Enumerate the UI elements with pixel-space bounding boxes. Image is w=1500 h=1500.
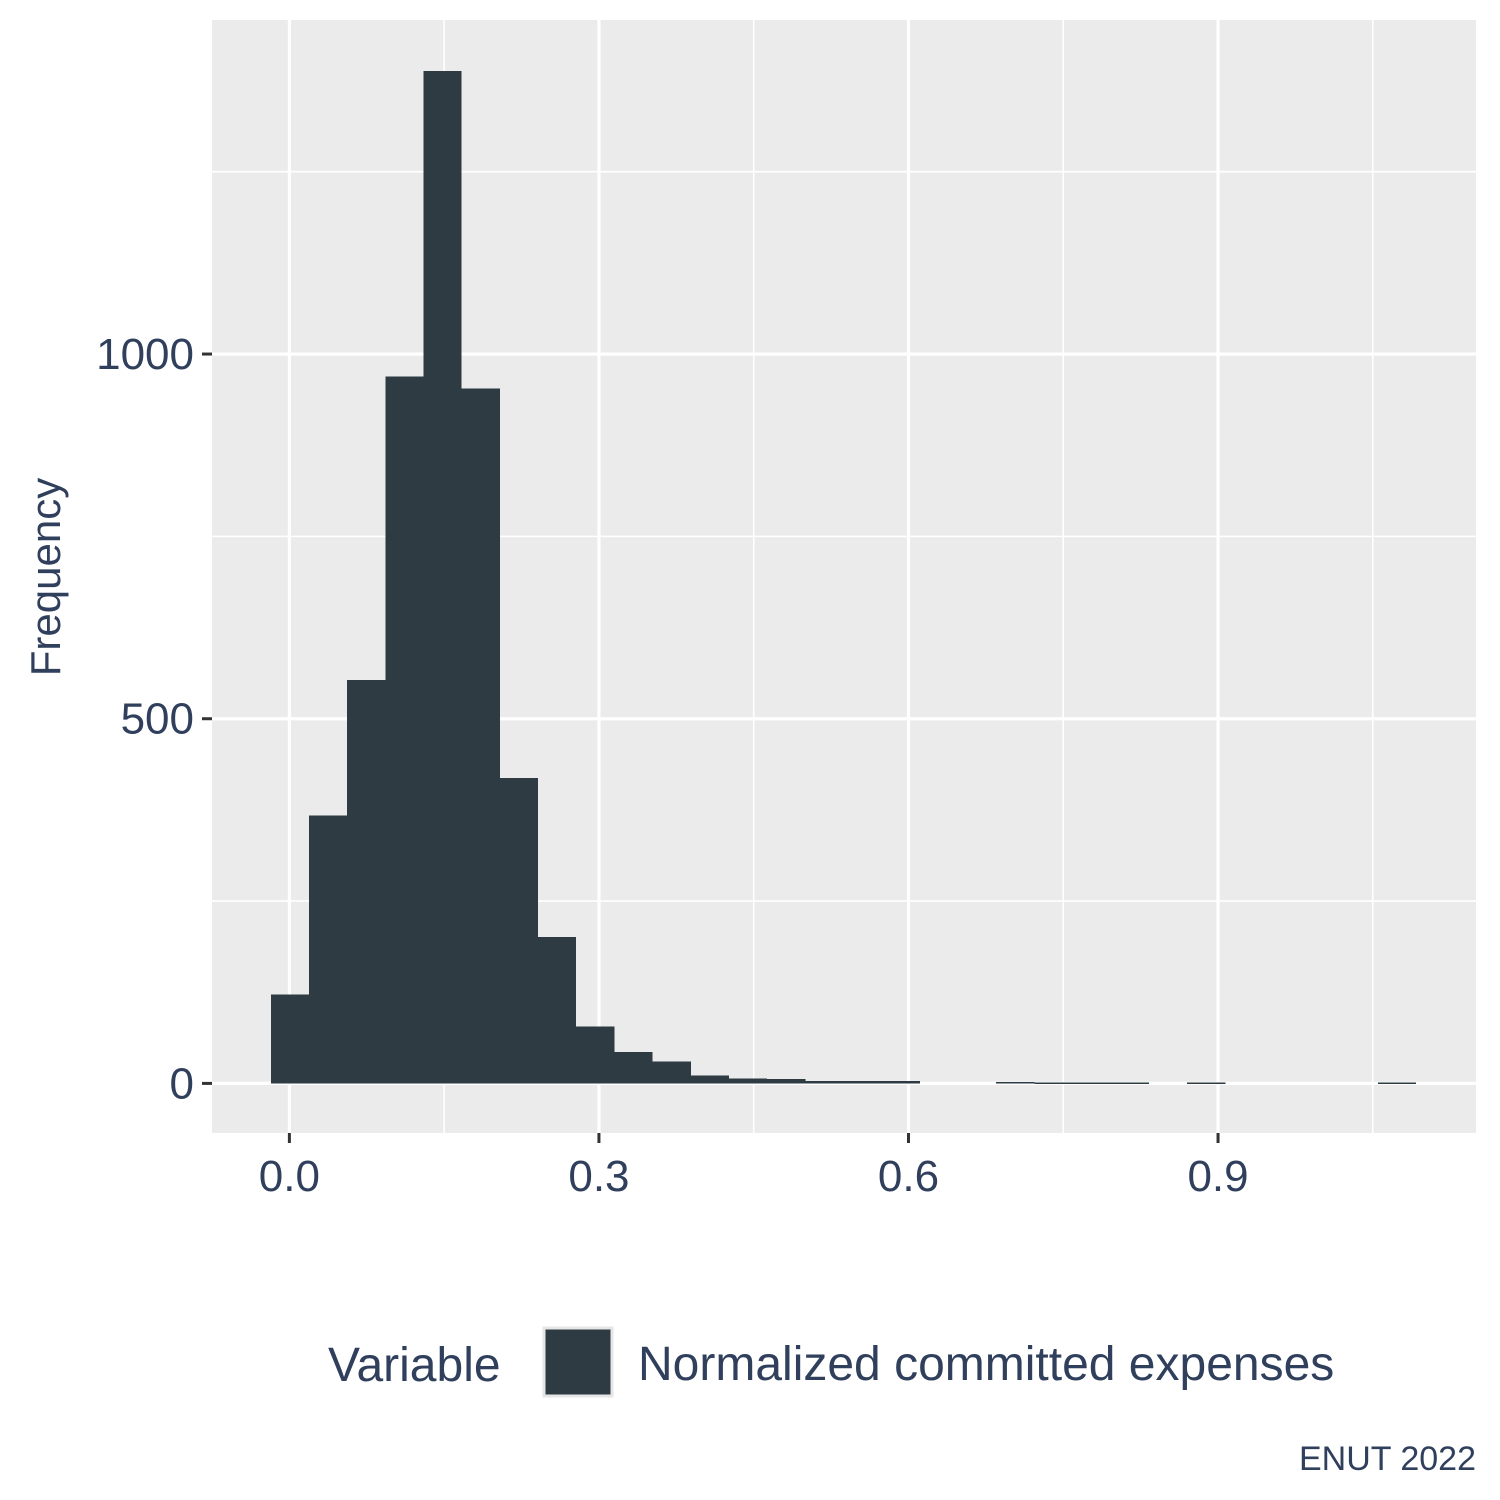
histogram-bar-8	[576, 1026, 615, 1084]
y-tick-label: 1000	[96, 330, 194, 379]
legend-title: Variable	[328, 1339, 501, 1392]
x-tick-label: 0.3	[568, 1152, 629, 1201]
legend-key	[542, 1326, 614, 1398]
histogram-bar-7	[538, 936, 577, 1084]
x-tick-label: 0.9	[1187, 1152, 1248, 1201]
histogram-bar-6	[499, 777, 539, 1084]
histogram-bar-5	[461, 388, 500, 1084]
histogram-bar-11	[690, 1075, 729, 1084]
histogram-bar-13	[767, 1079, 806, 1084]
histogram-bar-10	[652, 1061, 691, 1084]
histogram-bar-12	[728, 1078, 768, 1084]
legend-label: Normalized committed expenses	[638, 1338, 1334, 1391]
caption: ENUT 2022	[1299, 1440, 1476, 1478]
bars	[270, 71, 1417, 1085]
histogram-bar-21	[1187, 1082, 1226, 1085]
histogram-bar-4	[423, 71, 462, 1084]
histogram-bar-14	[805, 1081, 844, 1084]
y-axis-title: Frequency	[22, 478, 69, 676]
histogram-bar-3	[385, 376, 424, 1084]
histogram-bar-20	[1110, 1082, 1149, 1085]
histogram-bar-17	[996, 1081, 1035, 1084]
histogram-bar-2	[347, 680, 386, 1084]
y-axis: 0 500 1000	[96, 330, 212, 1108]
histogram-bar-18	[1034, 1082, 1073, 1085]
y-tick-label: 0	[170, 1059, 194, 1108]
histogram-bar-22	[1377, 1082, 1417, 1085]
histogram-bar-9	[614, 1052, 653, 1084]
histogram-bar-15	[843, 1081, 882, 1084]
major-grid	[212, 20, 1476, 1133]
y-tick-label: 500	[121, 695, 194, 744]
histogram-bar-0	[270, 994, 309, 1084]
histogram-bar-16	[881, 1081, 920, 1084]
x-tick-label: 0.6	[878, 1152, 939, 1201]
legend: Variable Normalized committed expenses	[328, 1326, 1334, 1398]
x-tick-label: 0.0	[259, 1152, 320, 1201]
x-axis: 0.0 0.3 0.6 0.9	[259, 1133, 1249, 1201]
histogram-bar-19	[1072, 1082, 1111, 1085]
histogram-bar-1	[308, 815, 348, 1084]
